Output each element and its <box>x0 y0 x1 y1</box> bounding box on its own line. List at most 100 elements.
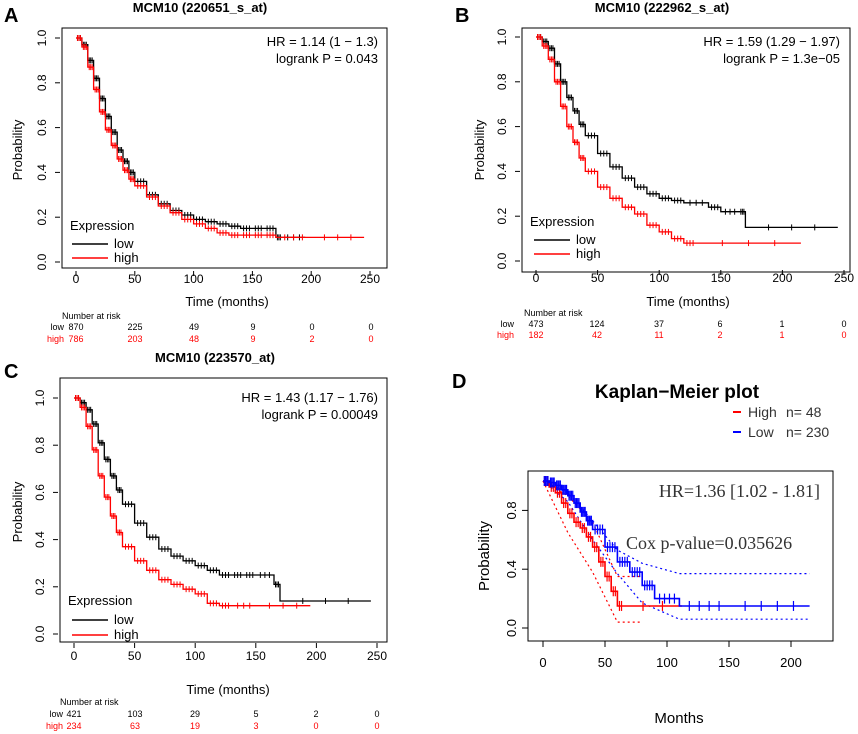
x-axis-label-a: Time (months) <box>185 294 268 309</box>
x-tick-label: 150 <box>242 272 262 286</box>
legend-label-high-c: high <box>114 627 139 642</box>
at-risk-value-high: 182 <box>528 330 543 340</box>
x-tick-label: 100 <box>184 272 204 286</box>
legend-n-high-d: n= 48 <box>786 404 822 420</box>
at-risk-value-low: 2 <box>313 709 318 719</box>
plot-frame-d <box>527 470 834 642</box>
y-tick-label: 1.0 <box>495 28 509 45</box>
at-risk-label-a: Number at risk <box>62 311 121 321</box>
logrank-annotation-a: logrank P = 0.043 <box>276 51 378 66</box>
y-tick-label: 0.6 <box>35 119 49 136</box>
at-risk-row-label-high: high <box>497 330 514 340</box>
chart-title-b: MCM10 (222962_s_at) <box>595 0 729 15</box>
y-axis-label-c: Probability <box>10 481 25 542</box>
y-tick-label: 0.4 <box>33 531 47 548</box>
y-tick-label: 0.0 <box>33 625 47 642</box>
km-curve-Low <box>543 480 810 607</box>
at-risk-value-high: 3 <box>253 721 258 731</box>
plot-frame-c <box>59 377 388 643</box>
at-risk-value-high: 48 <box>189 334 199 344</box>
x-tick-label: 250 <box>834 271 854 285</box>
y-tick-label: 0.8 <box>33 437 47 454</box>
panel-d: D Kaplan−Meier plot High n= 48 Low n= 23… <box>452 371 834 727</box>
y-tick-label: 0.8 <box>495 73 509 90</box>
x-tick-label: 200 <box>780 655 802 670</box>
panel-b: B MCM10 (222962_s_at) 0 50 100 150 200 2500.0… <box>455 0 854 340</box>
legend-label-high-a: high <box>114 250 139 265</box>
at-risk-value-low: 0 <box>309 322 314 332</box>
at-risk-value-low: 870 <box>68 322 83 332</box>
at-risk-value-high: 234 <box>66 721 81 731</box>
chart-title-d: Kaplan−Meier plot <box>595 382 760 403</box>
legend-n-low-d: n= 230 <box>786 424 829 440</box>
at-risk-value-high: 9 <box>250 334 255 344</box>
x-tick-label: 200 <box>772 271 792 285</box>
panel-label-d: D <box>452 371 466 393</box>
logrank-annotation-c: logrank P = 0.00049 <box>262 407 379 422</box>
at-risk-value-low: 9 <box>250 322 255 332</box>
plot-frame-a <box>61 27 388 269</box>
x-tick-label: 250 <box>367 649 387 663</box>
x-tick-label: 50 <box>591 271 605 285</box>
at-risk-value-low: 473 <box>528 319 543 329</box>
at-risk-row-label-high: high <box>46 721 63 731</box>
panel-a: A MCM10 (220651_s_at) 0 50 100 150 200 2500.0… <box>4 0 388 344</box>
x-axis-label-d: Months <box>654 710 703 727</box>
cox-annotation-d: Cox p-value=0.035626 <box>626 533 792 553</box>
km-curve-low <box>536 36 838 229</box>
y-tick-label: 0.2 <box>33 578 47 595</box>
x-tick-label: 100 <box>656 655 678 670</box>
legend-label-low-c: low <box>114 612 134 627</box>
at-risk-value-low: 49 <box>189 322 199 332</box>
legend-label-low-a: low <box>114 236 134 251</box>
y-tick-label: 0.8 <box>504 501 519 519</box>
x-axis-label-b: Time (months) <box>646 294 729 309</box>
km-curve-high <box>74 397 311 607</box>
x-tick-label: 200 <box>306 649 326 663</box>
chart-title-a: MCM10 (220651_s_at) <box>133 0 267 15</box>
legend-label-low-b: low <box>576 232 596 247</box>
at-risk-value-low: 124 <box>589 319 604 329</box>
hr-annotation-b: HR = 1.59 (1.29 − 1.97) <box>703 34 840 49</box>
at-risk-value-high: 0 <box>313 721 318 731</box>
at-risk-value-high: 786 <box>68 334 83 344</box>
panel-label-a: A <box>4 5 18 27</box>
x-tick-label: 50 <box>598 655 612 670</box>
x-tick-label: 50 <box>128 649 142 663</box>
at-risk-value-low: 0 <box>368 322 373 332</box>
at-risk-value-low: 103 <box>127 709 142 719</box>
km-curve-high <box>76 37 365 239</box>
x-tick-label: 0 <box>539 655 546 670</box>
at-risk-value-low: 6 <box>717 319 722 329</box>
at-risk-value-high: 0 <box>374 721 379 731</box>
km-curve-low <box>76 37 306 239</box>
panel-label-c: C <box>4 361 18 383</box>
legend-label-high-b: high <box>576 246 601 261</box>
y-tick-label: 1.0 <box>33 389 47 406</box>
at-risk-value-high: 203 <box>127 334 142 344</box>
y-tick-label: 0.4 <box>495 163 509 180</box>
legend-title-c: Expression <box>68 593 132 608</box>
at-risk-value-low: 1 <box>779 319 784 329</box>
at-risk-row-label-high: high <box>47 334 64 344</box>
x-tick-label: 150 <box>718 655 740 670</box>
at-risk-value-high: 19 <box>190 721 200 731</box>
y-tick-label: 0.4 <box>35 164 49 181</box>
km-curve-high <box>536 36 801 244</box>
hr-annotation-d: HR=1.36 [1.02 - 1.81] <box>659 481 820 501</box>
at-risk-value-high: 11 <box>654 330 663 340</box>
at-risk-row-label-low: low <box>500 319 514 329</box>
y-tick-label: 1.0 <box>35 29 49 46</box>
at-risk-value-low: 0 <box>841 319 846 329</box>
legend-title-a: Expression <box>70 218 134 233</box>
hr-annotation-a: HR = 1.14 (1 − 1.3) <box>267 34 378 49</box>
x-axis-label-c: Time (months) <box>186 682 269 697</box>
y-tick-label: 0.0 <box>504 619 519 637</box>
at-risk-label-b: Number at risk <box>524 308 583 318</box>
y-tick-label: 0.0 <box>495 252 509 269</box>
at-risk-value-high: 2 <box>717 330 722 340</box>
logrank-annotation-b: logrank P = 1.3e−05 <box>723 51 840 66</box>
at-risk-value-high: 2 <box>309 334 314 344</box>
at-risk-value-low: 421 <box>66 709 81 719</box>
